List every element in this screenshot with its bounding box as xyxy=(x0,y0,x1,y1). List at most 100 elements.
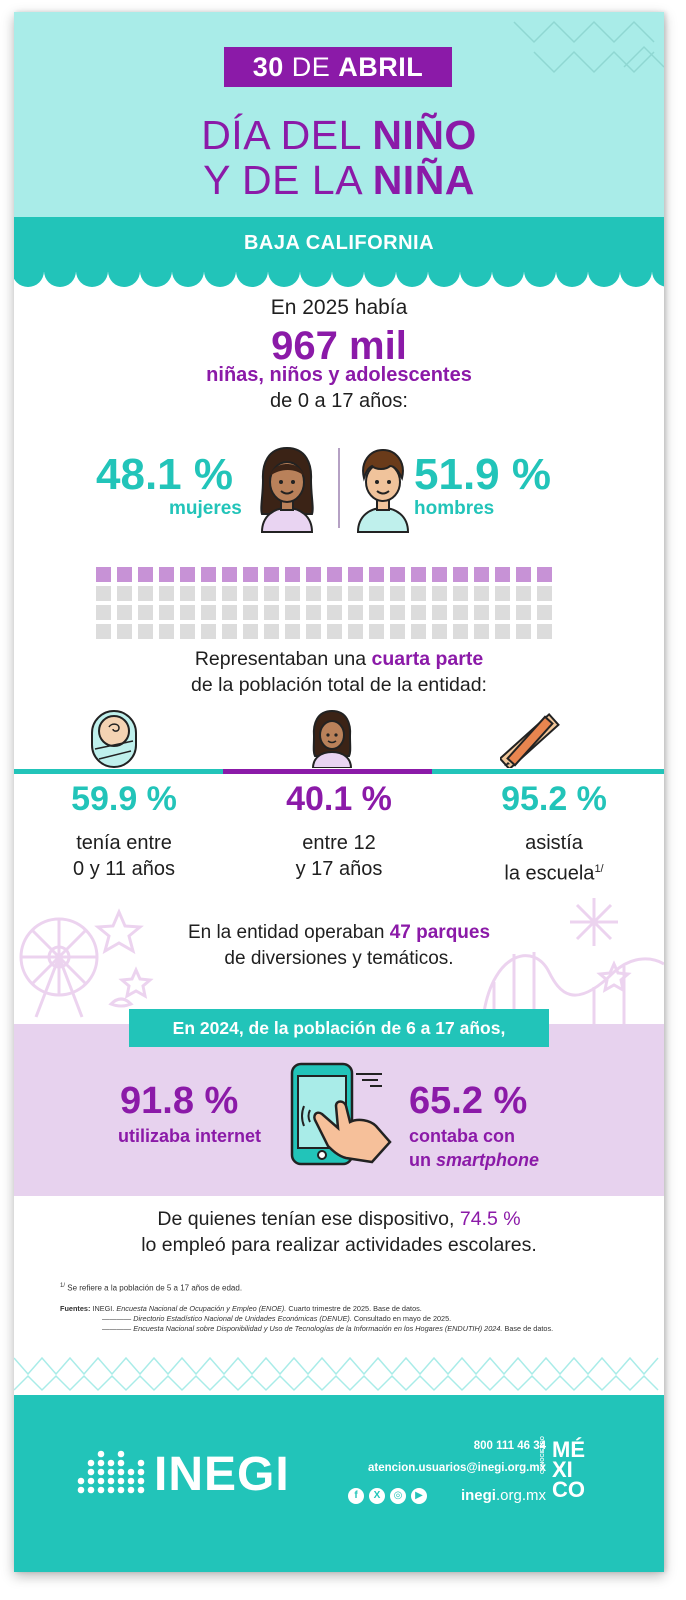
waffle-cell-empty xyxy=(369,586,384,601)
waffle-cell-empty xyxy=(432,605,447,620)
waffle-cell-empty xyxy=(138,605,153,620)
teen-girl-icon xyxy=(311,709,353,768)
x-icon[interactable]: X xyxy=(369,1488,385,1504)
waffle-cell-empty xyxy=(453,624,468,639)
title-line-2: Y DE LA NIÑA xyxy=(203,157,475,203)
title-line-1: DÍA DEL NIÑO xyxy=(201,112,477,158)
female-percentage: 48.1 % xyxy=(96,450,233,499)
firework-icon xyxy=(570,898,618,946)
waffle-cell-empty xyxy=(201,624,216,639)
waffle-cell-empty xyxy=(243,624,258,639)
waffle-cell-empty xyxy=(117,605,132,620)
inegi-logo-text: INEGI xyxy=(154,1448,290,1501)
waffle-cell-empty xyxy=(327,586,342,601)
waffle-cell-empty xyxy=(537,586,552,601)
boy-icon xyxy=(356,448,410,533)
header-pattern-decoration xyxy=(513,20,664,74)
smartphone-hand-icon xyxy=(290,1062,392,1166)
waffle-cell-empty xyxy=(264,605,279,620)
girl-icon xyxy=(260,446,314,533)
waffle-cell-filled xyxy=(390,567,405,582)
age-0-11-label: tenía entre 0 y 11 años xyxy=(73,832,175,880)
waffle-cell-filled xyxy=(327,567,342,582)
date-word: DE xyxy=(291,52,331,82)
waffle-cell-filled xyxy=(537,567,552,582)
scallop-edge-decoration xyxy=(14,271,664,287)
star-icon xyxy=(94,908,144,955)
tech-banner: En 2024, de la población de 6 a 17 años, xyxy=(129,1009,549,1047)
population-amount: 967 mil xyxy=(271,324,407,368)
waffle-cell-empty xyxy=(117,624,132,639)
waffle-cell-empty xyxy=(138,624,153,639)
waffle-cell-empty xyxy=(201,605,216,620)
waffle-cell-empty xyxy=(180,624,195,639)
star-icon xyxy=(118,966,154,999)
school-attendance-label: asistía la escuela1/ xyxy=(504,832,604,885)
waffle-cell-empty xyxy=(159,624,174,639)
waffle-cell-empty xyxy=(369,624,384,639)
age-12-17-label: entre 12 y 17 años xyxy=(295,832,383,880)
ferris-wheel-icon xyxy=(19,917,99,1018)
waffle-cell-empty xyxy=(285,624,300,639)
contact-email[interactable]: atencion.usuarios@inegi.org.mx xyxy=(368,1462,546,1474)
waffle-cell-filled xyxy=(474,567,489,582)
waffle-cell-empty xyxy=(96,624,111,639)
waffle-cell-empty xyxy=(453,605,468,620)
footnote-ref: 1/ xyxy=(594,863,604,875)
pencil-ruler-icon xyxy=(500,712,560,768)
waffle-cell-empty xyxy=(222,605,237,620)
waffle-cell-filled xyxy=(369,567,384,582)
facebook-icon[interactable]: f xyxy=(348,1488,364,1504)
waffle-cell-empty xyxy=(327,605,342,620)
waffle-cell-empty xyxy=(474,624,489,639)
inegi-logo-mark xyxy=(77,1450,145,1494)
parks-line-2: de diversiones y temáticos. xyxy=(224,948,454,969)
waffle-cell-empty xyxy=(180,586,195,601)
instagram-icon[interactable]: ◎ xyxy=(390,1488,406,1504)
waffle-cell-filled xyxy=(306,567,321,582)
waffle-cell-empty xyxy=(432,624,447,639)
waffle-cell-empty xyxy=(474,605,489,620)
waffle-cell-empty xyxy=(306,624,321,639)
website-link[interactable]: inegi.org.mx xyxy=(460,1487,546,1504)
star-icon xyxy=(596,960,632,993)
waffle-cell-empty xyxy=(138,586,153,601)
male-label: hombres xyxy=(414,498,495,519)
population-intro: En 2025 había xyxy=(270,296,408,319)
waffle-cell-empty xyxy=(285,605,300,620)
share-line-1: Representaban una cuarta parte xyxy=(194,648,484,670)
waffle-cell-empty xyxy=(369,605,384,620)
usage-line-1: De quienes tenían ese dispositivo, 74.5 … xyxy=(157,1208,521,1230)
smartphone-percentage: 65.2 % xyxy=(409,1080,528,1122)
waffle-cell-empty xyxy=(390,586,405,601)
waffle-cell-empty xyxy=(201,586,216,601)
waffle-cell-filled xyxy=(264,567,279,582)
parks-line-1: En la entidad operaban 47 parques xyxy=(187,922,491,943)
waffle-cell-empty xyxy=(453,586,468,601)
male-percentage: 51.9 % xyxy=(414,450,551,499)
waffle-cell-empty xyxy=(390,605,405,620)
waffle-cell-filled xyxy=(201,567,216,582)
waffle-cell-empty xyxy=(285,586,300,601)
waffle-cell-empty xyxy=(243,605,258,620)
waffle-cell-empty xyxy=(516,605,531,620)
date-month: ABRIL xyxy=(338,52,424,82)
baby-icon xyxy=(91,710,137,768)
waffle-cell-filled xyxy=(411,567,426,582)
waffle-cell-filled xyxy=(96,567,111,582)
waffle-cell-filled xyxy=(348,567,363,582)
waffle-cell-empty xyxy=(222,624,237,639)
age-12-17-percentage: 40.1 % xyxy=(286,780,392,818)
waffle-cell-empty xyxy=(264,586,279,601)
waffle-cell-empty xyxy=(495,624,510,639)
waffle-cell-filled xyxy=(159,567,174,582)
waffle-cell-filled xyxy=(453,567,468,582)
youtube-icon[interactable]: ▶ xyxy=(411,1488,427,1504)
contact-phone[interactable]: 800 111 46 34 xyxy=(473,1440,546,1452)
waffle-cell-empty xyxy=(222,586,237,601)
state-band xyxy=(14,217,664,272)
waffle-cell-filled xyxy=(432,567,447,582)
date-day: 30 xyxy=(252,52,284,82)
waffle-cell-empty xyxy=(495,605,510,620)
waffle-cell-empty xyxy=(411,605,426,620)
